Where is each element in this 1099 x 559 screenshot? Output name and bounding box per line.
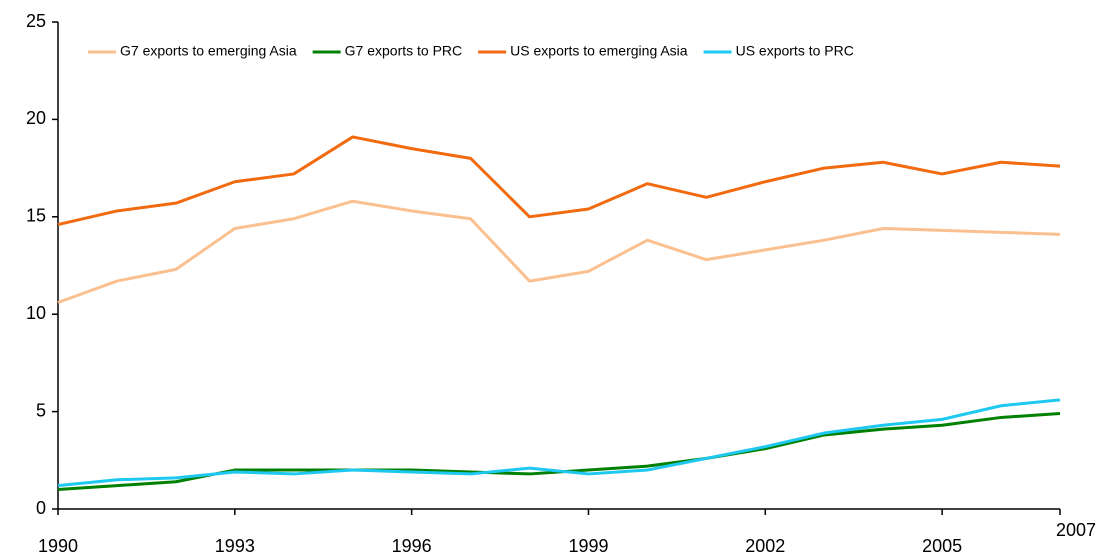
y-tick-label: 15 [26,206,46,226]
x-tick-label: 1990 [38,536,78,556]
series-line [57,412,1061,492]
x-tick-label: 2002 [745,536,785,556]
x-tick-label: 1999 [568,536,608,556]
y-tick-label: 25 [26,11,46,31]
series-line [57,135,1061,227]
x-tick-label: 2005 [922,536,962,556]
x-tick-label: 1996 [392,536,432,556]
legend-label: G7 exports to PRC [345,43,463,59]
legend-label: US exports to PRC [736,43,854,59]
y-tick-label: 0 [36,498,46,518]
x-tick-label: 1993 [215,536,255,556]
legend-label: US exports to emerging Asia [510,43,688,59]
x-tick-label: 2007 [1056,520,1096,540]
series-line [57,199,1061,304]
series-line [57,398,1061,488]
y-tick-label: 10 [26,303,46,323]
legend-label: G7 exports to emerging Asia [120,43,297,59]
y-tick-label: 20 [26,108,46,128]
y-tick-label: 5 [36,400,46,420]
